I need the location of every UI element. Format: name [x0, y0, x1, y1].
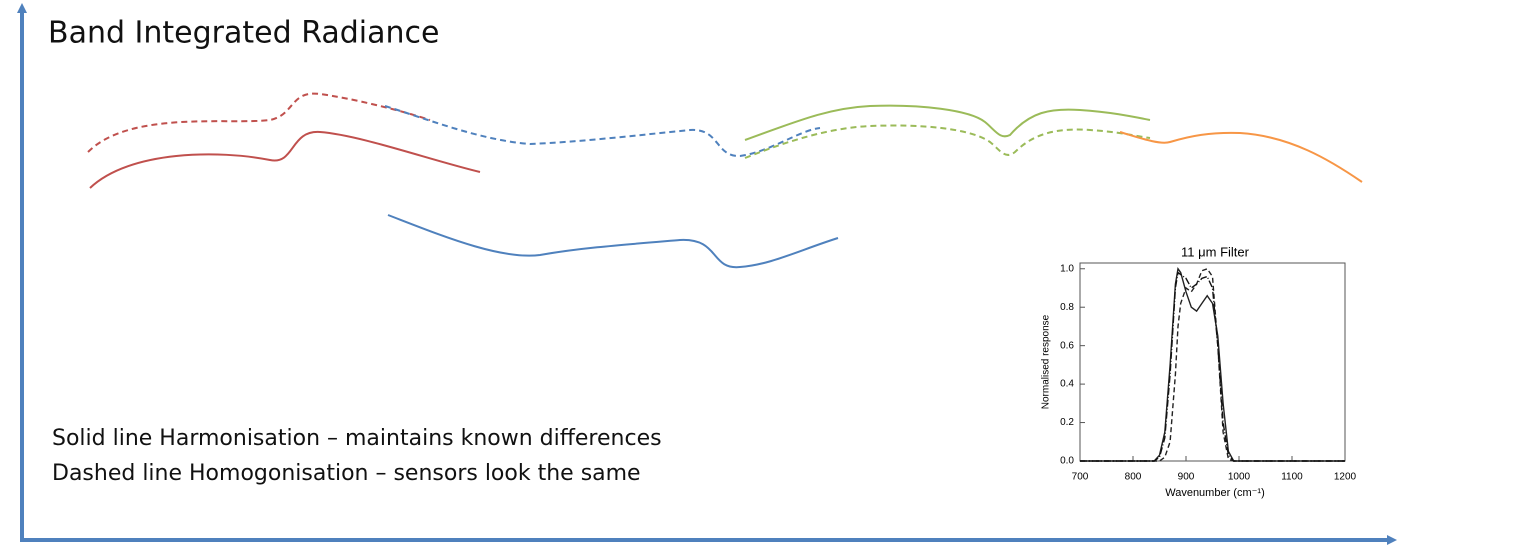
y-tick-label: 1.0	[1060, 263, 1074, 274]
inset-chart: 11 μm Filter Normalised response Wavenum…	[1041, 244, 1357, 498]
x-tick-label: 1200	[1334, 472, 1357, 483]
y-axis-label: Normalised response	[1041, 314, 1052, 409]
note: Solid line Harmonisation – maintains kno…	[52, 426, 662, 451]
y-tick-label: 0.0	[1060, 456, 1074, 467]
x-tick-label: 700	[1072, 472, 1089, 483]
title: Band Integrated Radiance	[48, 16, 440, 51]
orange-solid	[1119, 131, 1363, 183]
x-tick-label: 1000	[1228, 472, 1251, 483]
series-line	[1080, 267, 1345, 462]
x-tick-label: 1100	[1281, 472, 1303, 483]
inset-title: 11 μm Filter	[1181, 244, 1250, 259]
schematic-curves	[87, 92, 1363, 269]
y-tick-label: 0.6	[1060, 340, 1074, 351]
series-line	[1080, 271, 1345, 462]
y-tick-label: 0.4	[1060, 379, 1074, 390]
x-tick-label: 900	[1178, 472, 1195, 483]
blue-dashed	[384, 105, 821, 158]
y-tick-label: 0.2	[1060, 417, 1074, 428]
red-solid	[89, 130, 481, 189]
y-tick-label: 0.8	[1060, 302, 1074, 313]
series-line	[1080, 267, 1345, 462]
x-tick-label: 800	[1125, 472, 1142, 483]
x-axis-label: Wavenumber (cm⁻¹)	[1165, 487, 1265, 499]
green-dashed	[744, 124, 1151, 159]
green-solid	[744, 104, 1151, 141]
blue-solid	[387, 214, 839, 269]
plot-frame	[1079, 262, 1346, 462]
note: Dashed line Homogonisation – sensors loo…	[52, 461, 641, 486]
